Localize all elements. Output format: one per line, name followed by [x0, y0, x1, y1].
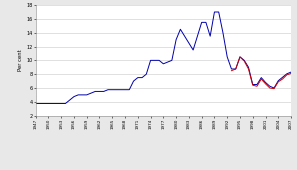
Average nominal standard rate	[123, 89, 127, 91]
Line: Average nominal basic rate: Average nominal basic rate	[231, 57, 291, 89]
Average nominal standard rate	[34, 103, 37, 105]
Average nominal basic rate	[268, 87, 271, 89]
Average nominal basic rate	[234, 68, 238, 70]
Average nominal standard rate	[289, 71, 293, 73]
Average nominal standard rate	[94, 90, 97, 92]
Average nominal basic rate	[230, 70, 233, 72]
Line: Average nominal standard rate: Average nominal standard rate	[36, 12, 291, 104]
Average nominal standard rate	[170, 59, 174, 61]
Average nominal basic rate	[260, 78, 263, 80]
Average nominal basic rate	[255, 85, 259, 87]
Average nominal basic rate	[238, 56, 242, 58]
Average nominal basic rate	[272, 88, 276, 90]
Average nominal standard rate	[187, 42, 191, 44]
Average nominal basic rate	[289, 72, 293, 74]
Average nominal basic rate	[285, 74, 289, 76]
Average nominal standard rate	[213, 11, 216, 13]
Average nominal basic rate	[247, 68, 250, 70]
Average nominal basic rate	[264, 83, 267, 85]
Average nominal standard rate	[85, 94, 89, 96]
Average nominal basic rate	[242, 60, 246, 62]
Average nominal standard rate	[260, 77, 263, 79]
Y-axis label: Per cent: Per cent	[18, 49, 23, 71]
Average nominal basic rate	[281, 78, 284, 80]
Average nominal basic rate	[251, 84, 255, 86]
Average nominal basic rate	[277, 81, 280, 83]
